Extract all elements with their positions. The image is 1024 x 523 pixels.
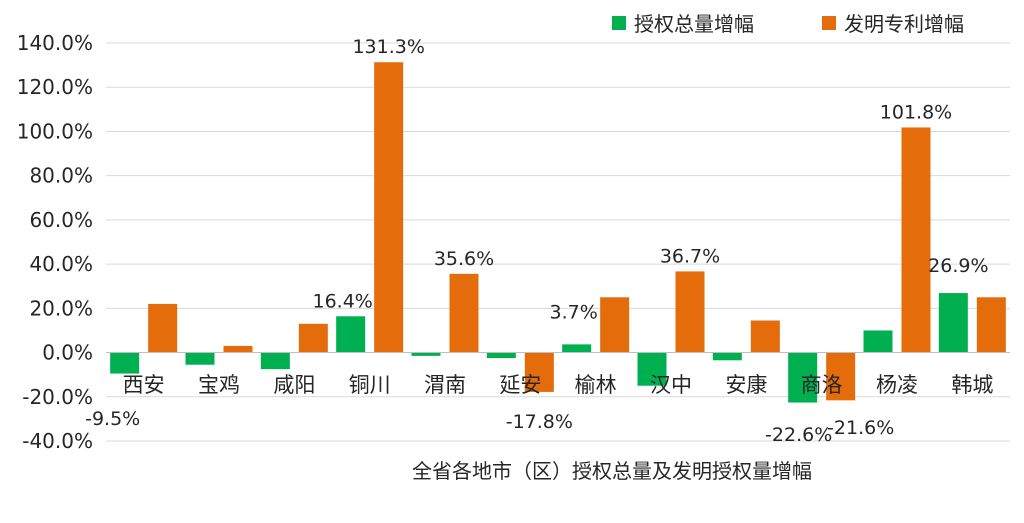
legend: 授权总量增幅 发明专利增幅 [612, 12, 964, 36]
y-axis: -40.0% -20.0% 0.0% 20.0% 40.0% 60.0% 80.0% 100.… [17, 31, 93, 453]
gridlines [106, 42, 1010, 442]
data-label: 36.7% [660, 245, 720, 267]
bar-total [260, 352, 290, 370]
data-label: 131.3% [352, 36, 424, 58]
bar-total [110, 352, 140, 374]
bar-total [637, 352, 667, 386]
bar-invention [148, 303, 178, 353]
legend-label: 发明专利增幅 [844, 12, 964, 36]
legend-swatch [612, 16, 626, 30]
bar-invention [524, 352, 554, 392]
y-tick-label: 140.0% [17, 31, 93, 55]
bar-total [863, 330, 893, 353]
data-label: 3.7% [550, 301, 598, 323]
y-tick-label: 20.0% [29, 296, 93, 320]
bar-invention [750, 320, 780, 353]
y-tick-label: 120.0% [17, 75, 93, 99]
legend-label: 授权总量增幅 [634, 12, 754, 36]
bar-total [486, 352, 516, 359]
data-label: 16.4% [312, 290, 372, 312]
data-label: -9.5% [85, 408, 140, 430]
category-label: 榆林 [575, 373, 617, 397]
data-label: 35.6% [434, 248, 494, 270]
y-tick-label: 60.0% [29, 208, 93, 232]
bar-invention [976, 297, 1006, 353]
category-label: 延安 [499, 373, 541, 397]
y-tick-label: 80.0% [29, 164, 93, 188]
y-tick-label: -20.0% [22, 385, 93, 409]
data-label: -17.8% [506, 411, 573, 433]
bar-invention [449, 273, 479, 353]
data-label: 26.9% [928, 255, 988, 277]
bar-total [712, 352, 742, 361]
category-label: 杨凌 [876, 373, 918, 397]
data-label: 101.8% [880, 101, 952, 123]
bars [110, 62, 1006, 403]
y-tick-label: 40.0% [29, 252, 93, 276]
bar-invention [298, 323, 328, 353]
x-axis: 西安 宝鸡 咸阳 铜川 渭南 延安 榆林 汉中 安康 商洛 杨凌 韩城 [106, 352, 1010, 397]
bar-invention [901, 127, 931, 353]
category-label: 渭南 [424, 373, 466, 397]
bar-invention [223, 345, 253, 353]
data-label: -22.6% [765, 424, 832, 446]
category-label: 韩城 [951, 373, 993, 397]
y-tick-label: -40.0% [22, 429, 93, 453]
bar-total [938, 293, 968, 353]
legend-swatch [822, 16, 836, 30]
bar-invention [826, 352, 856, 401]
bar-total [336, 316, 366, 353]
category-label: 安康 [725, 373, 767, 397]
y-tick-label: 100.0% [17, 119, 93, 143]
category-label: 西安 [123, 373, 165, 397]
data-labels: -9.5% 16.4% 131.3% 35.6% 3.7% -17.8% 36.7% -22.… [85, 36, 988, 446]
data-label: -21.6% [827, 417, 894, 439]
bar-total [185, 352, 215, 365]
category-label: 咸阳 [273, 373, 315, 397]
category-label: 商洛 [801, 373, 843, 397]
category-label: 汉中 [650, 373, 692, 397]
chart-title: 全省各地市（区）授权总量及发明授权量增幅 [412, 459, 812, 483]
y-tick-label: 0.0% [42, 341, 93, 365]
bar-total [562, 344, 592, 353]
bar-total [788, 352, 818, 403]
bar-total [411, 352, 441, 356]
bar-invention [675, 271, 705, 353]
bar-invention [374, 62, 404, 353]
category-label: 铜川 [349, 373, 391, 397]
category-label: 宝鸡 [198, 373, 240, 397]
bar-invention [600, 297, 630, 353]
